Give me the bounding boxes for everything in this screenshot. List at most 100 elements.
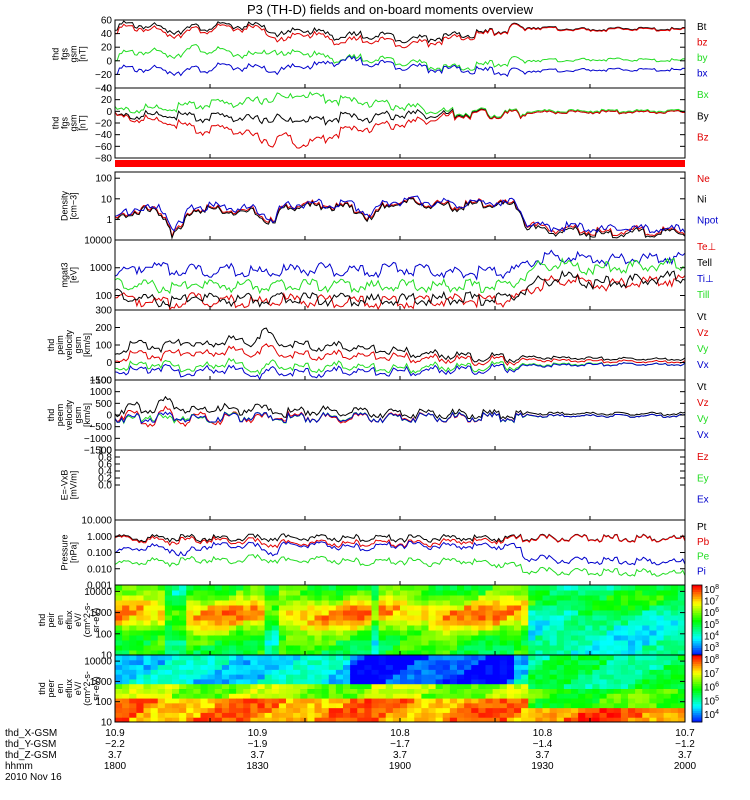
spectrogram-cell [321, 645, 330, 651]
spectrogram-cell [343, 595, 351, 601]
spectrogram-cell [357, 650, 365, 656]
spectrogram-cell [563, 605, 572, 611]
spectrogram-cell [521, 650, 529, 656]
spectrogram-cell [243, 630, 251, 636]
spectrogram-cell [677, 590, 686, 596]
spectrogram-cell [492, 635, 501, 641]
spectrogram-cell [670, 683, 679, 689]
spectrogram-cell [214, 664, 223, 670]
spectrogram-cell [164, 678, 173, 685]
spectrogram-cell [286, 702, 294, 709]
spectrogram-cell [442, 590, 451, 596]
spectrogram-cell [670, 678, 679, 685]
spectrogram-cell [449, 605, 458, 611]
spectrogram-cell [186, 600, 194, 606]
spectrogram-cell [677, 600, 686, 606]
spectrogram-cell [271, 615, 280, 621]
spectrogram-cell [471, 702, 479, 709]
spectrogram-cell [286, 595, 294, 601]
spectrogram-cell [214, 698, 223, 704]
ytick-label: 1.000 [87, 532, 112, 543]
spectrogram-cell [321, 683, 330, 689]
spectrogram-cell [150, 635, 159, 641]
spectrogram-cell [271, 630, 280, 636]
ytick-label: −1000 [84, 434, 113, 445]
spectrogram-cell [136, 655, 144, 661]
spectrogram-cell [606, 717, 615, 723]
spectrogram-cell [635, 683, 643, 689]
xaxis-tick-value: 3.7 [251, 750, 265, 761]
spectrogram-cell [642, 693, 650, 699]
spectrogram-cell [321, 717, 330, 723]
spectrogram-cell [271, 669, 280, 675]
ytick-label: 100 [95, 341, 112, 352]
spectrogram-cell [499, 650, 508, 656]
spectrogram-cell [649, 712, 657, 718]
spectrogram-cell [392, 688, 401, 694]
spectrogram-cell [656, 595, 665, 601]
ylabel-line: peer [46, 679, 56, 697]
spectrogram-cell [286, 600, 294, 606]
spectrogram-cell [122, 645, 130, 651]
ylabel-line: [nT] [78, 46, 88, 62]
spectrogram-cell [271, 640, 280, 646]
spectrogram-cell [663, 712, 672, 718]
spectrogram-cell [521, 674, 529, 680]
spectrogram-cell [578, 585, 586, 591]
spectrogram-cell [442, 678, 451, 685]
spectrogram-cell [300, 698, 308, 704]
spectrogram-cell [328, 590, 337, 596]
spectrogram-cell [571, 600, 579, 606]
spectrogram-cell [663, 595, 672, 601]
spectrogram-cell [642, 688, 650, 694]
spectrogram-cell [221, 688, 230, 694]
spectrogram-cell [585, 645, 593, 651]
spectrogram-cell [442, 640, 451, 646]
spectrogram-cell [385, 600, 394, 606]
spectrogram-cell [599, 650, 608, 656]
spectrogram-cell [457, 630, 465, 636]
spectrogram-cell [321, 678, 330, 685]
spectrogram-cell [335, 674, 344, 680]
spectrogram-cell [314, 683, 323, 689]
series-Bt [114, 20, 686, 44]
spectrogram-cell [357, 712, 365, 718]
legend-Vt: Vt [697, 382, 707, 393]
spectrogram-cell [286, 655, 294, 661]
spectrogram-cell [642, 620, 650, 626]
spectrogram-cell [300, 595, 308, 601]
spectrogram-cell [435, 693, 444, 699]
spectrogram-cell [478, 625, 486, 631]
spectrogram-cell [578, 698, 586, 704]
spectrogram-cell [414, 698, 422, 704]
spectrogram-cell [193, 707, 201, 713]
spectrogram-cell [257, 655, 266, 661]
spectrogram-cell [200, 659, 209, 666]
spectrogram-cell [378, 693, 387, 699]
spectrogram-cell [535, 590, 543, 596]
spectrogram-cell [186, 707, 194, 713]
spectrogram-cell [300, 693, 308, 699]
spectrogram-cell [371, 600, 380, 606]
spectrogram-cell [378, 674, 387, 680]
spectrogram-cell [364, 600, 372, 606]
spectrogram-cell [236, 702, 244, 709]
spectrogram-cell [492, 707, 501, 713]
spectrogram-cell [378, 669, 387, 675]
spectrogram-cell [499, 595, 508, 601]
spectrogram-cell [585, 625, 593, 631]
spectrogram-cell [278, 640, 287, 646]
spectrogram-cell [449, 678, 458, 685]
ylabel-line: sr-eV) [91, 608, 101, 633]
series-Vy [114, 357, 686, 376]
spectrogram-cell [136, 640, 144, 646]
spectrogram-cell [207, 630, 216, 636]
spectrogram-cell [506, 640, 515, 646]
spectrogram-cell [549, 630, 558, 636]
spectrogram-cell [499, 625, 508, 631]
spectrogram-cell [143, 635, 152, 641]
colorbar-cell [692, 686, 702, 689]
spectrogram-cell [620, 712, 629, 718]
spectrogram-cell [549, 595, 558, 601]
spectrogram-cell [628, 595, 636, 601]
